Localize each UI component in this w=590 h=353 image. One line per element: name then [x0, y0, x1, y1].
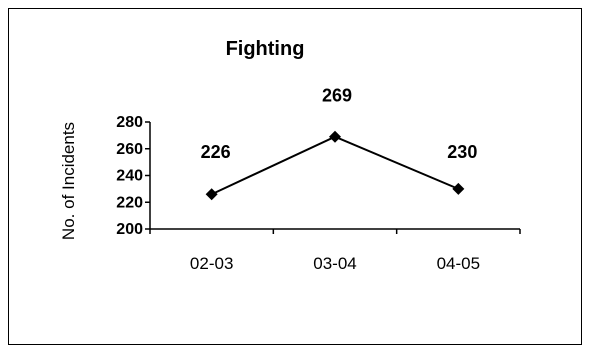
x-tick-label: 04-05 [437, 254, 480, 273]
y-tick-label: 280 [116, 114, 143, 131]
series-marks: 226 269 230 [201, 86, 477, 201]
data-point [452, 182, 465, 195]
y-tick-label: 260 [116, 141, 143, 158]
chart-title: Fighting [226, 38, 305, 60]
chart-frame [8, 8, 582, 345]
data-point [329, 130, 341, 143]
series-line [211, 135, 459, 196]
x-tick-label: 02-03 [190, 254, 233, 273]
y-tick-label: 220 [116, 194, 143, 211]
data-label: 226 [201, 142, 231, 162]
x-tick-label: 03-04 [313, 254, 356, 273]
axes: 200 220 240 260 280 02-03 03-04 04-05 [116, 114, 521, 273]
y-tick-label: 200 [116, 221, 143, 238]
y-axis-label: No. of Incidents [59, 122, 78, 240]
data-label: 230 [447, 142, 477, 162]
data-point [205, 188, 218, 201]
y-tick-label: 240 [116, 168, 143, 185]
data-label: 269 [322, 86, 352, 106]
